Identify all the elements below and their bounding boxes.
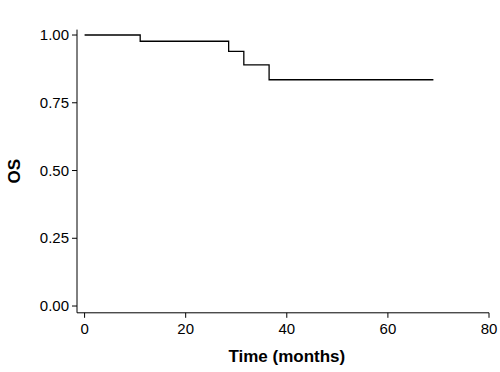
y-tick-label: 0.25	[40, 229, 69, 246]
y-tick	[72, 102, 77, 103]
x-tick	[286, 313, 287, 318]
y-tick-label: 0.50	[40, 162, 69, 179]
y-tick-label: 0.00	[40, 297, 69, 314]
survival-curve	[85, 35, 434, 80]
y-tick	[72, 306, 77, 307]
x-tick-label: 0	[80, 320, 88, 337]
x-tick-label: 80	[481, 320, 498, 337]
x-tick	[84, 313, 85, 318]
x-tick-label: 20	[177, 320, 194, 337]
y-axis-label: OS	[5, 159, 24, 184]
y-tick	[72, 170, 77, 171]
y-axis	[77, 30, 78, 313]
x-axis	[77, 312, 489, 313]
y-tick-label: 1.00	[40, 26, 69, 43]
x-tick	[387, 313, 388, 318]
y-tick	[72, 238, 77, 239]
x-axis-label: Time (months)	[228, 347, 345, 366]
x-tick-label: 40	[278, 320, 295, 337]
x-tick-label: 60	[380, 320, 397, 337]
y-tick-label: 0.75	[40, 94, 69, 111]
x-tick	[185, 313, 186, 318]
x-tick	[489, 313, 490, 318]
chart: 0 20 40 60 80 0.00 0.25 0.50 0.75 1.00 Time (month…	[0, 0, 500, 372]
plot-area	[85, 35, 434, 80]
y-tick	[72, 35, 77, 36]
